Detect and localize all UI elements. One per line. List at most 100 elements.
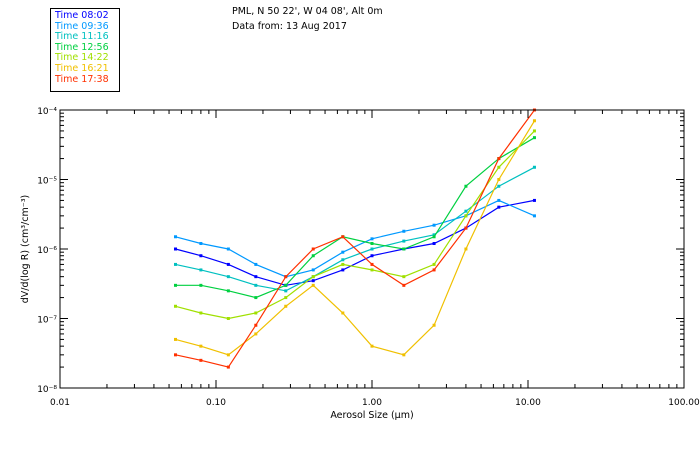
- series-layer: [173, 108, 536, 369]
- data-point: [370, 268, 374, 272]
- data-point: [254, 296, 258, 300]
- chart-subtitle: Data from: 13 Aug 2017: [232, 21, 347, 32]
- legend-entry: Time 11:16: [55, 31, 109, 43]
- data-point: [173, 235, 177, 239]
- data-point: [254, 275, 258, 279]
- data-point: [532, 165, 536, 169]
- legend-entry: Time 08:02: [55, 10, 109, 21]
- data-point: [226, 317, 230, 320]
- data-point: [199, 254, 203, 258]
- data-point: [199, 344, 203, 348]
- y-axis-title: dV/d(log R) (cm³/cm⁻³): [20, 195, 31, 304]
- data-point: [464, 214, 468, 218]
- y-tick-label: 10⁻⁷: [37, 316, 57, 326]
- data-point: [226, 247, 230, 251]
- data-point: [173, 304, 177, 308]
- data-point: [311, 254, 315, 258]
- legend-entry: Time 16:21: [55, 62, 109, 74]
- x-tick-label: 0.10: [206, 398, 226, 408]
- data-point: [370, 247, 374, 251]
- data-point: [311, 268, 315, 272]
- data-point: [402, 283, 406, 287]
- data-point: [226, 365, 230, 369]
- legend-entry: Time 14:22: [55, 52, 109, 64]
- data-point: [341, 258, 345, 262]
- y-tick-label: 10⁻⁶: [37, 246, 57, 256]
- legend-entry: Time 09:36: [55, 20, 109, 32]
- data-point: [199, 241, 203, 245]
- data-point: [311, 283, 315, 287]
- series-line: [175, 166, 535, 292]
- data-point: [402, 247, 406, 251]
- data-point: [464, 226, 468, 230]
- data-point: [341, 311, 345, 315]
- series-5: [173, 119, 536, 357]
- data-point: [173, 353, 177, 357]
- y-tick-label: 10⁻⁴: [37, 107, 57, 117]
- series-2: [173, 165, 536, 293]
- data-point: [254, 332, 258, 336]
- x-axis-title: Aerosol Size (μm): [330, 410, 413, 421]
- data-point: [402, 239, 406, 243]
- data-point: [497, 184, 501, 188]
- data-point: [341, 262, 345, 266]
- y-tick-label: 10⁻⁸: [37, 385, 57, 395]
- data-point: [370, 241, 374, 245]
- data-point: [173, 247, 177, 251]
- series-4: [173, 129, 536, 320]
- data-point: [173, 283, 177, 287]
- data-point: [199, 311, 203, 315]
- data-point: [464, 247, 468, 251]
- data-point: [370, 262, 374, 266]
- data-point: [402, 229, 406, 233]
- data-point: [402, 353, 406, 357]
- data-point: [199, 283, 203, 287]
- data-point: [432, 268, 436, 272]
- data-point: [254, 323, 258, 327]
- data-point: [284, 289, 288, 293]
- data-point: [432, 241, 436, 245]
- data-point: [432, 323, 436, 327]
- chart-title: PML, N 50 22', W 04 08', Alt 0m: [232, 6, 383, 17]
- chart-header: PML, N 50 22', W 04 08', Alt 0m Data fro…: [232, 4, 383, 34]
- data-point: [370, 344, 374, 348]
- data-point: [341, 235, 345, 239]
- data-point: [432, 262, 436, 266]
- data-point: [199, 358, 203, 362]
- series-0: [173, 198, 536, 287]
- data-point: [497, 165, 501, 169]
- legend-entry: Time 17:38: [55, 73, 109, 85]
- data-point: [226, 262, 230, 266]
- data-point: [254, 262, 258, 266]
- data-point: [284, 304, 288, 308]
- axis-layer: 0.01 0.10 1.00 10.00 100.00 10⁻⁸ 10⁻⁷ 10⁻⁶ 10⁻⁵ 1…: [20, 107, 700, 421]
- data-point: [432, 223, 436, 227]
- data-point: [254, 311, 258, 315]
- data-point: [173, 337, 177, 341]
- data-point: [173, 262, 177, 266]
- data-point: [532, 198, 536, 202]
- data-point: [432, 233, 436, 237]
- data-point: [284, 283, 288, 287]
- data-point: [497, 198, 501, 202]
- data-point: [226, 275, 230, 279]
- data-point: [532, 136, 536, 140]
- x-tick-label: 10.00: [515, 398, 541, 408]
- data-point: [226, 289, 230, 293]
- x-tick-label: 0.01: [50, 398, 70, 408]
- data-point: [432, 235, 436, 239]
- data-point: [199, 268, 203, 272]
- data-point: [311, 279, 315, 283]
- data-point: [532, 214, 536, 218]
- data-point: [532, 119, 536, 123]
- data-point: [370, 237, 374, 241]
- data-point: [370, 254, 374, 258]
- legend-entry: Time 12:56: [55, 41, 109, 53]
- series-line: [175, 109, 535, 368]
- x-tick-label: 100.00: [668, 398, 700, 408]
- data-point: [464, 184, 468, 188]
- data-point: [464, 209, 468, 213]
- data-point: [311, 275, 315, 279]
- data-point: [284, 275, 288, 279]
